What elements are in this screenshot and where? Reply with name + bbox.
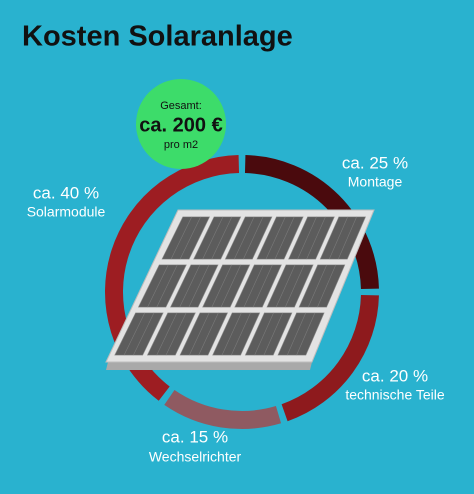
panel-cell-line [243, 264, 264, 308]
panel-cell-line [179, 216, 201, 260]
panel-cell-line [252, 264, 273, 308]
panel-cell-line [123, 312, 146, 356]
category-label: technische Teile [345, 387, 445, 403]
panel-cell-line [220, 264, 241, 308]
panel-cell-line [275, 264, 296, 308]
panel-cell-line [254, 312, 274, 356]
solar-panel [105, 209, 375, 370]
panel-cell-line [234, 216, 255, 260]
panel-cell-line [286, 312, 307, 356]
panel-cell-line [296, 312, 316, 356]
value-label: ca. 40 % [33, 183, 99, 202]
panel-cell-line [328, 216, 348, 260]
panel-cell-line [211, 216, 233, 260]
panel-cell-line [243, 216, 264, 260]
total-unit: pro m2 [164, 139, 198, 151]
panel-cell-line [274, 216, 295, 260]
total-label: Gesamt: [160, 100, 202, 112]
donut-segment [244, 155, 379, 290]
panel-edge [106, 362, 312, 370]
panel-cell-line [147, 264, 169, 308]
panel-cell-line [179, 264, 201, 308]
panel-cell-line [189, 312, 210, 356]
category-label: Wechselrichter [149, 449, 242, 465]
panel-cell-line [211, 264, 232, 308]
category-label: Solarmodule [27, 204, 106, 220]
panel-cell-line [156, 264, 178, 308]
panel-cell-line [202, 216, 224, 260]
category-label: Montage [348, 174, 403, 190]
total-badge [136, 79, 226, 169]
value-label: ca. 25 % [342, 153, 408, 172]
panel-cell-line [307, 264, 327, 308]
panel-cell-line [133, 312, 155, 356]
donut-segment [281, 294, 379, 422]
donut-segment [164, 389, 282, 429]
panel-cell-line [231, 312, 251, 356]
panel-cell-line [188, 264, 210, 308]
value-label: ca. 15 % [162, 427, 228, 446]
panel-cell-line [170, 216, 192, 260]
panel-cell-line [221, 312, 242, 356]
panel-cell-line [297, 216, 317, 260]
panel-cell-line [165, 312, 187, 356]
panel-cell-line [337, 216, 357, 260]
total-value: ca. 200 € [139, 114, 222, 136]
panel-cell-line [285, 264, 305, 308]
panel-cell-line [317, 264, 337, 308]
value-label: ca. 20 % [362, 366, 428, 385]
panel-cell-line [306, 216, 326, 260]
panel-cell-line [263, 312, 283, 356]
panel-cell-line [265, 216, 286, 260]
panel-cell-line [156, 312, 178, 356]
chart-title: Kosten Solaranlage [22, 21, 293, 53]
panel-cell-line [198, 312, 219, 356]
